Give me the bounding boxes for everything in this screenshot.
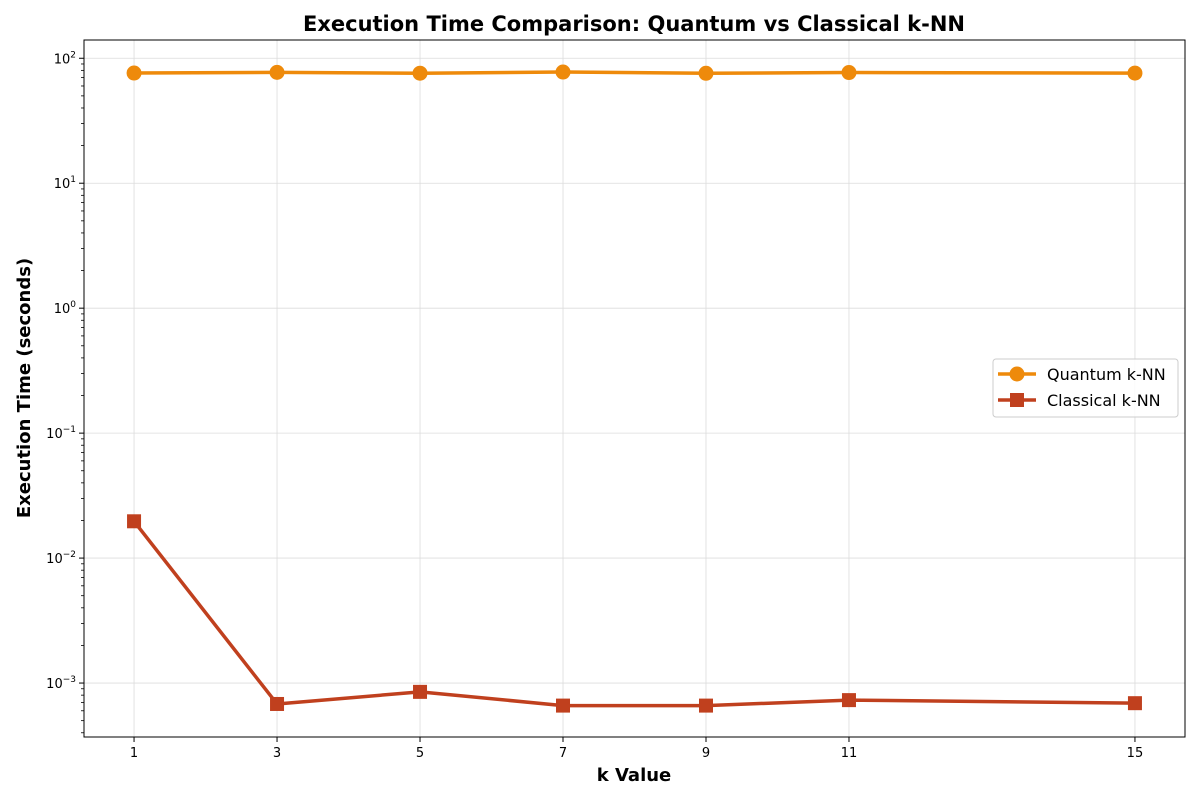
x-axis: 1 3 5 7 9 11 15 — [130, 737, 1143, 761]
x-tick-label: 9 — [702, 746, 710, 761]
series-layer — [126, 64, 1143, 713]
legend: Quantum k-NN Classical k-NN — [992, 358, 1179, 418]
y-tick-label: 100 — [54, 300, 77, 317]
classical-k-nn-point — [1127, 696, 1142, 711]
legend-box — [992, 358, 1179, 418]
classical-k-nn-point — [841, 693, 856, 708]
classical-k-nn-point — [698, 698, 713, 713]
quantum-k-nn-point — [555, 64, 571, 80]
classical-k-nn-point — [270, 696, 285, 711]
y-axis-label: Execution Time (seconds) — [14, 258, 35, 518]
x-tick-label: 7 — [559, 746, 567, 761]
x-tick-label: 1 — [130, 746, 138, 761]
y-tick-label: 10−1 — [46, 425, 76, 442]
y-tick-label: 101 — [54, 175, 76, 192]
y-tick-label: 10−2 — [46, 550, 76, 567]
x-tick-label: 3 — [273, 746, 281, 761]
y-tick-label: 10−3 — [46, 675, 76, 692]
quantum-k-nn-point — [126, 65, 142, 81]
x-tick-label: 15 — [1127, 746, 1144, 761]
classical-k-nn-point — [127, 514, 142, 529]
y-axis: 10−3 10−2 10−1 100 101 102 — [46, 50, 84, 734]
legend-marker — [1010, 393, 1024, 407]
quantum-k-nn-point — [698, 65, 714, 81]
x-axis-label: k Value — [597, 765, 672, 786]
quantum-k-nn-point — [412, 65, 428, 81]
legend-label: Classical k-NN — [1047, 391, 1161, 410]
x-tick-label: 5 — [416, 746, 424, 761]
classical-k-nn-point — [413, 684, 428, 699]
y-tick-label: 102 — [54, 50, 76, 67]
quantum-k-nn-point — [841, 65, 857, 81]
chart-title: Execution Time Comparison: Quantum vs Cl… — [303, 12, 965, 36]
grid — [84, 40, 1185, 737]
quantum-k-nn-point — [269, 64, 285, 80]
legend-marker — [1009, 366, 1025, 382]
x-tick-label: 11 — [841, 746, 858, 761]
classical-k-nn-point — [556, 698, 571, 713]
legend-label: Quantum k-NN — [1047, 365, 1166, 384]
classical-k-nn-line — [132, 520, 1135, 708]
quantum-k-nn-point — [1127, 65, 1143, 81]
plot-frame — [83, 39, 1186, 738]
